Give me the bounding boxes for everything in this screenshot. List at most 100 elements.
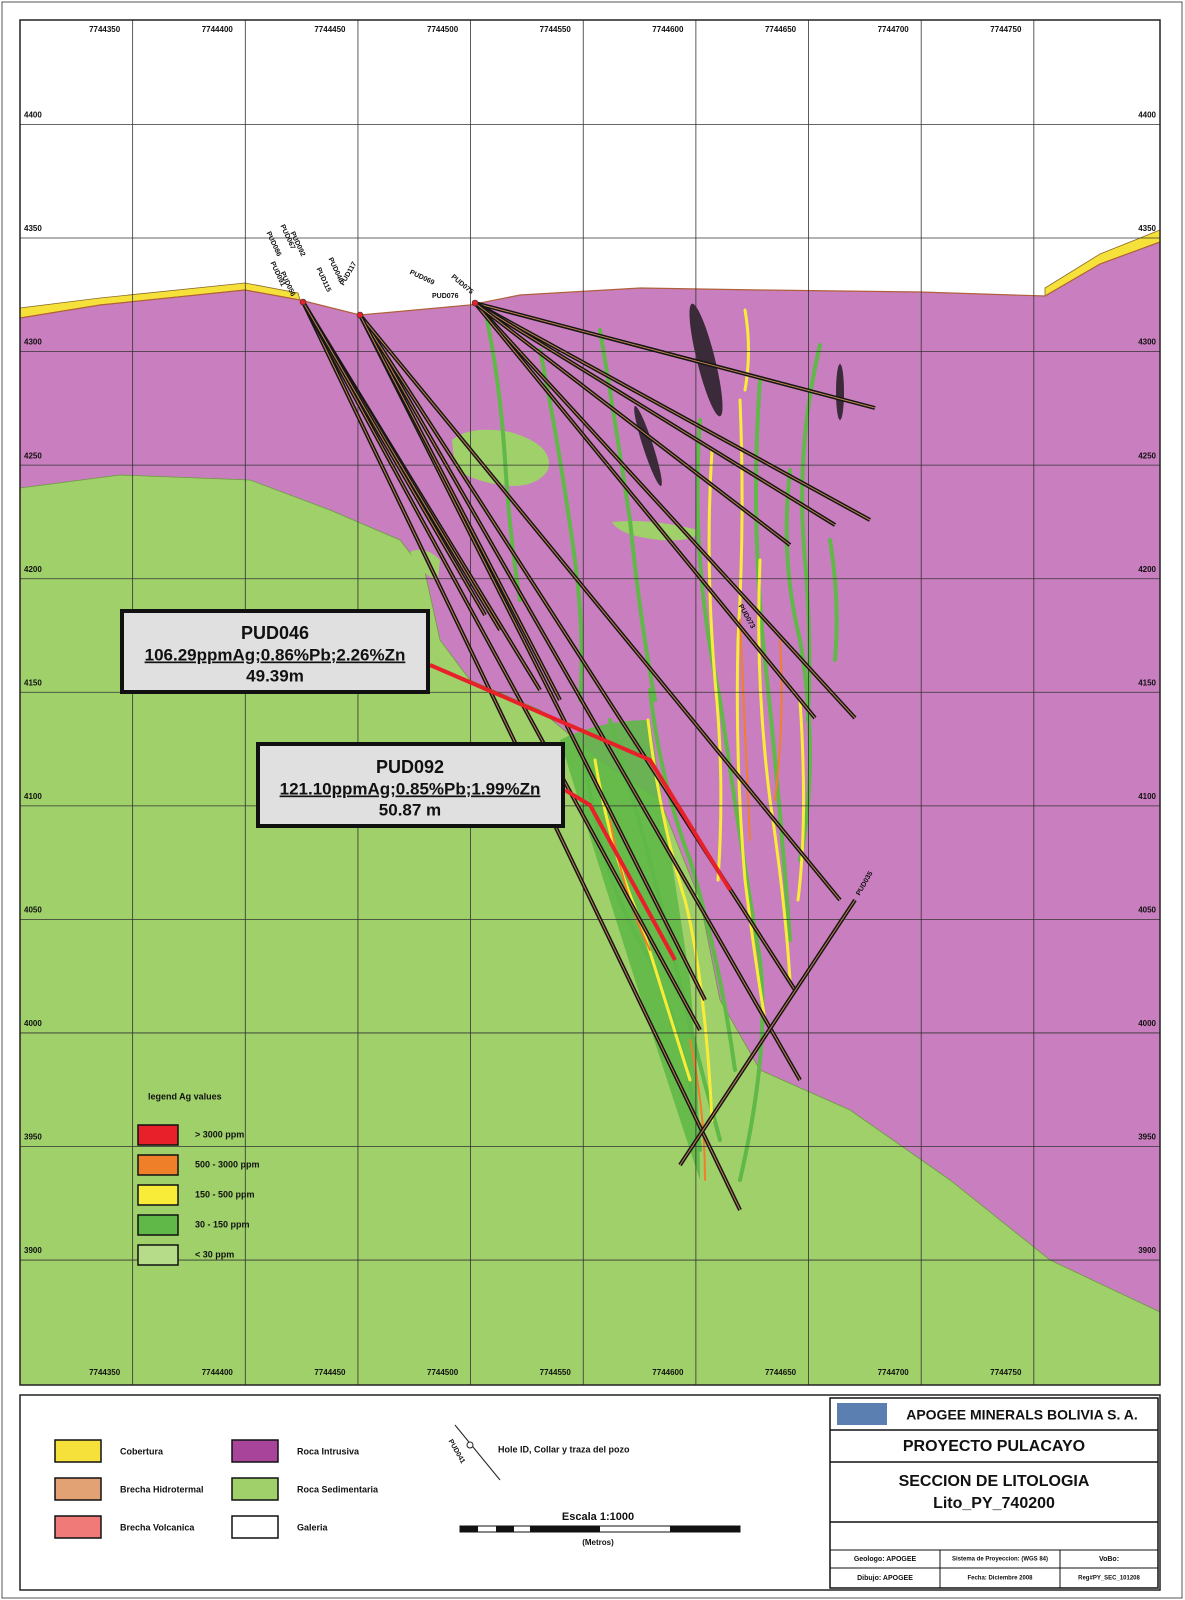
projection: Sistema de Proyeccion: (WGS 84) bbox=[952, 1557, 1048, 1563]
title-block: APOGEE MINERALS BOLIVIA S. A. PROYECTO P… bbox=[829, 1397, 1159, 1589]
x-tick-label: 7744600 bbox=[652, 25, 684, 34]
ag-swatch bbox=[137, 1124, 179, 1146]
y-tick-label: 4300 bbox=[1138, 338, 1156, 347]
y-tick-label: 4350 bbox=[24, 224, 42, 233]
section-title: SECCION DE LITOLOGIA bbox=[899, 1473, 1090, 1490]
scale-segment bbox=[530, 1526, 600, 1532]
vein bbox=[648, 688, 737, 1072]
vein bbox=[707, 448, 723, 882]
breccia-lens bbox=[634, 406, 662, 486]
ag-label: 30 - 150 ppm bbox=[195, 1219, 250, 1229]
drawn-by: Dibujo: APOGEE bbox=[857, 1575, 913, 1582]
lithology-swatch bbox=[231, 1515, 279, 1539]
x-tick-label: 7744550 bbox=[540, 25, 572, 34]
y-tick-label: 4400 bbox=[1138, 111, 1156, 120]
vein bbox=[739, 619, 751, 841]
drill-hole-core bbox=[474, 302, 791, 546]
ag-swatch bbox=[137, 1214, 179, 1236]
callout-length: 50.87 m bbox=[379, 800, 441, 819]
sedimentary-rock bbox=[452, 429, 549, 486]
y-tick-label: 4100 bbox=[1138, 792, 1156, 801]
y-tick-label: 3900 bbox=[24, 1246, 42, 1255]
x-tick-label: 7744700 bbox=[878, 1368, 910, 1377]
drill-hole-core bbox=[474, 302, 876, 409]
callout-box bbox=[120, 609, 430, 694]
vein bbox=[483, 308, 522, 602]
y-tick-label: 4150 bbox=[24, 678, 42, 687]
drill-hole-core bbox=[679, 899, 856, 1166]
hole-symbol bbox=[454, 1424, 501, 1481]
callout-length: 49.39m bbox=[246, 666, 304, 685]
lithology-label: Galeria bbox=[297, 1522, 329, 1532]
y-tick-label: 4050 bbox=[1138, 906, 1156, 915]
y-tick-label: 3900 bbox=[1138, 1246, 1156, 1255]
hole-label: PUD076 bbox=[432, 293, 459, 300]
lithology-label: Roca Intrusiva bbox=[297, 1446, 360, 1456]
vein bbox=[695, 418, 765, 1182]
ag-swatch bbox=[137, 1154, 179, 1176]
lithology-swatch bbox=[231, 1439, 279, 1463]
y-tick-label: 4050 bbox=[24, 906, 42, 915]
drill-holes bbox=[299, 298, 876, 1211]
geology bbox=[19, 20, 1161, 1386]
y-tick-label: 3950 bbox=[1138, 1133, 1156, 1142]
vein bbox=[583, 758, 702, 1152]
callout-hole: PUD046 bbox=[241, 623, 309, 643]
lithology-swatch bbox=[54, 1439, 102, 1463]
lithology-legend: Cobertura Brecha Hidrotermal Brecha Volcan… bbox=[54, 1439, 379, 1539]
section-code: Lito_PY_740200 bbox=[933, 1495, 1055, 1512]
x-tick-label: 7744750 bbox=[990, 1368, 1022, 1377]
date: Fecha: Diciembre 2008 bbox=[967, 1576, 1033, 1582]
callout-assay: 121.10ppmAg;0.85%Pb;1.99%Zn bbox=[280, 779, 541, 798]
approval: VoBo: bbox=[1099, 1556, 1119, 1563]
y-tick-label: 4300 bbox=[24, 338, 42, 347]
drill-hole-core bbox=[359, 314, 841, 901]
collar bbox=[356, 311, 364, 319]
ag-legend-title: legend Ag values bbox=[148, 1091, 222, 1101]
scale-bar: Escala 1:1000 (Metros) bbox=[459, 1511, 741, 1547]
x-tick-label: 7744450 bbox=[314, 1368, 346, 1377]
map-frame bbox=[19, 19, 1161, 1386]
lithology-label: Brecha Hidrotermal bbox=[120, 1484, 204, 1494]
breccia-lens bbox=[689, 303, 723, 417]
y-tick-label: 4400 bbox=[24, 111, 42, 120]
y-tick-label: 4000 bbox=[24, 1019, 42, 1028]
vein bbox=[689, 1039, 706, 1181]
y-tick-label: 4250 bbox=[1138, 451, 1156, 460]
x-tick-label: 7744700 bbox=[878, 25, 910, 34]
drill-hole-core bbox=[302, 301, 701, 1031]
lithology-label: Roca Sedimentaria bbox=[297, 1484, 379, 1494]
y-tick-label: 4250 bbox=[24, 451, 42, 460]
lithology-swatch bbox=[54, 1515, 102, 1539]
x-tick-label: 7744550 bbox=[540, 1368, 572, 1377]
y-tick-label: 4100 bbox=[24, 792, 42, 801]
scale-title: Escala 1:1000 bbox=[562, 1511, 634, 1523]
vein bbox=[796, 698, 806, 902]
x-tick-label: 7744400 bbox=[202, 25, 234, 34]
lithology-label: Cobertura bbox=[120, 1446, 164, 1456]
collar bbox=[299, 298, 307, 306]
assay-leader bbox=[563, 788, 677, 961]
x-tick-label: 7744350 bbox=[89, 25, 121, 34]
lithology-swatch bbox=[231, 1477, 279, 1501]
ag-label: > 3000 ppm bbox=[195, 1129, 244, 1139]
ag-label: 150 - 500 ppm bbox=[195, 1189, 255, 1199]
x-tick-label: 7744650 bbox=[765, 1368, 797, 1377]
scale-segment bbox=[496, 1526, 514, 1532]
drill-hole-core bbox=[359, 314, 801, 1081]
vein bbox=[757, 558, 792, 982]
x-tick-label: 7744500 bbox=[427, 1368, 459, 1377]
geologist: Geologo: APOGEE bbox=[854, 1556, 917, 1563]
hole-symbol-collar bbox=[466, 1441, 474, 1449]
assay-leader bbox=[429, 663, 732, 892]
x-tick-label: 7744350 bbox=[89, 1368, 121, 1377]
drill-hole-core bbox=[302, 301, 486, 616]
ag-legend: > 3000 ppm 500 - 3000 ppm 150 - 500 ppm 30 … bbox=[137, 1124, 260, 1266]
vein bbox=[774, 639, 783, 801]
ag-swatch bbox=[137, 1244, 179, 1266]
vein bbox=[646, 718, 714, 1122]
ag-label: < 30 ppm bbox=[195, 1249, 234, 1259]
vein bbox=[828, 538, 839, 662]
company: APOGEE MINERALS BOLIVIA S. A. bbox=[906, 1407, 1138, 1423]
